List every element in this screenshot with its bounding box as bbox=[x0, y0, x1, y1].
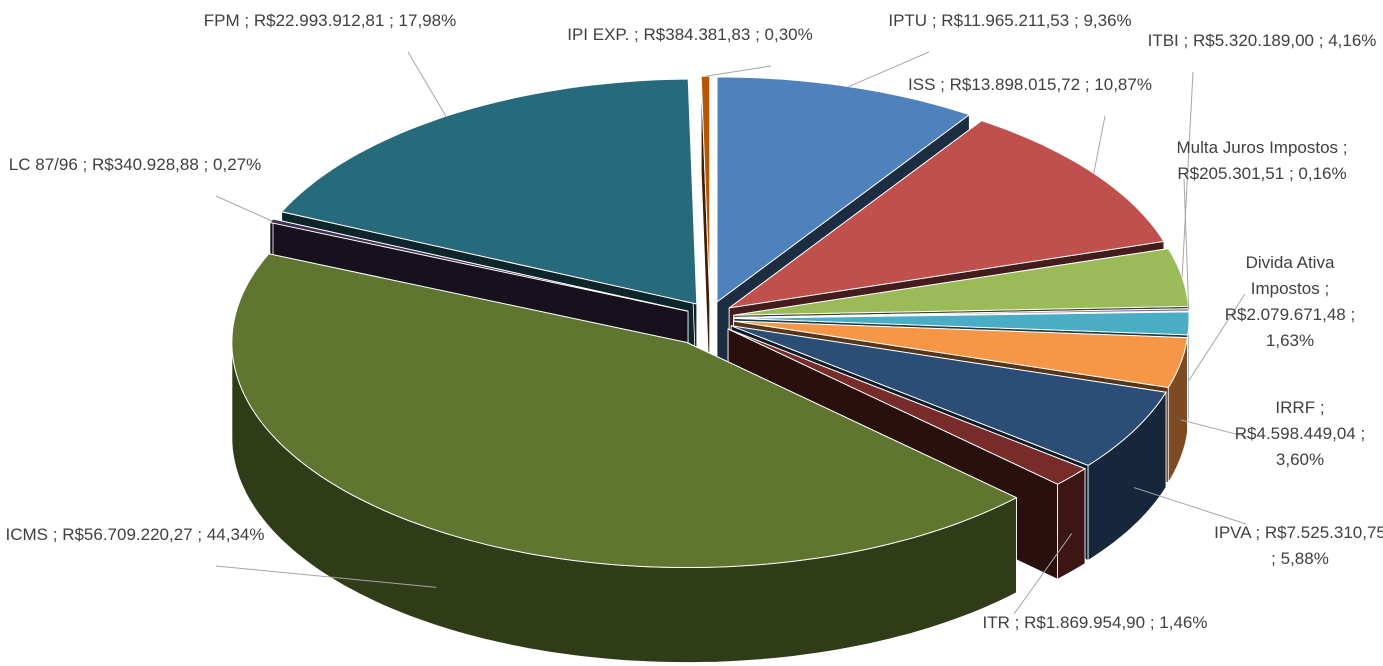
label-percent: 9,36% bbox=[1083, 11, 1132, 30]
label-value: R$205.301,51 bbox=[1177, 164, 1285, 183]
leader-line bbox=[1181, 71, 1194, 278]
label-name: ICMS bbox=[5, 525, 48, 544]
label-sep: ; bbox=[1318, 31, 1324, 50]
label-percent: 0,27% bbox=[213, 155, 262, 174]
slice-top bbox=[231, 253, 1018, 568]
leader-line bbox=[1188, 293, 1246, 381]
label-percent: 44,34% bbox=[206, 525, 265, 544]
label-percent: 1,63% bbox=[1265, 331, 1315, 350]
data-label: IPVA ; R$7.525.310,75 ; 5,88% bbox=[1210, 520, 1383, 572]
leader-line bbox=[1180, 419, 1256, 440]
leader-line bbox=[407, 51, 447, 117]
label-sep: ; bbox=[940, 75, 945, 94]
data-label: IPI EXP. ; R$384.381,83 ; 0,30% bbox=[555, 22, 825, 48]
label-sep: ; bbox=[634, 25, 639, 44]
data-label: FPM ; R$22.993.912,81 ; 17,98% bbox=[200, 8, 460, 34]
label-sep: ; bbox=[931, 11, 937, 30]
label-name: LC 87/96 bbox=[8, 155, 78, 174]
leader-line bbox=[1183, 178, 1190, 310]
label-sep: ; bbox=[203, 155, 209, 174]
label-value: R$56.709.220,27 bbox=[62, 525, 193, 544]
label-sep: ; bbox=[389, 11, 394, 30]
label-name: FPM bbox=[203, 11, 240, 30]
label-name: Multa Juros Impostos bbox=[1176, 138, 1339, 157]
label-name: ITBI bbox=[1147, 31, 1179, 50]
leader-line bbox=[1133, 487, 1247, 525]
leader-line bbox=[705, 65, 772, 77]
label-sep: ; bbox=[1149, 613, 1155, 632]
data-label: IPTU ; R$11.965.211,53 ; 9,36% bbox=[875, 8, 1145, 34]
label-sep: ; bbox=[1350, 305, 1356, 324]
label-percent: 3,60% bbox=[1275, 450, 1325, 469]
label-sep: ; bbox=[755, 25, 760, 44]
slice-top bbox=[733, 311, 1190, 336]
label-name: IPTU bbox=[888, 11, 928, 30]
label-percent: 5,88% bbox=[1280, 549, 1329, 568]
data-label: IRRF ; R$4.598.449,04 ; 3,60% bbox=[1225, 395, 1375, 473]
label-value: R$2.079.671,48 bbox=[1224, 305, 1346, 324]
data-label: ICMS ; R$56.709.220,27 ; 44,34% bbox=[0, 522, 270, 548]
label-sep: ; bbox=[1288, 164, 1294, 183]
label-sep: ; bbox=[1342, 138, 1348, 157]
data-label: LC 87/96 ; R$340.928,88 ; 0,27% bbox=[0, 152, 270, 178]
label-value: R$384.381,83 bbox=[643, 25, 751, 44]
label-percent: 0,30% bbox=[764, 25, 813, 44]
leader-line bbox=[848, 51, 930, 88]
label-sep: ; bbox=[52, 525, 58, 544]
slice bbox=[231, 253, 1018, 663]
label-value: R$4.598.449,04 bbox=[1234, 424, 1356, 443]
label-sep: ; bbox=[244, 11, 250, 30]
label-sep: ; bbox=[1324, 279, 1330, 298]
label-sep: ; bbox=[82, 155, 88, 174]
label-sep: ; bbox=[1319, 398, 1325, 417]
slice-top bbox=[733, 320, 1188, 389]
slice-top bbox=[727, 328, 1087, 485]
label-percent: 4,16% bbox=[1328, 31, 1377, 50]
slice bbox=[700, 75, 711, 397]
label-value: R$7.525.310,75 bbox=[1264, 523, 1383, 542]
label-name: Divida Ativa Impostos bbox=[1245, 253, 1335, 298]
label-value: R$13.898.015,72 bbox=[949, 75, 1081, 94]
label-value: R$340.928,88 bbox=[91, 155, 199, 174]
leader-line bbox=[1093, 115, 1106, 174]
label-value: R$5.320.189,00 bbox=[1192, 31, 1314, 50]
slice-top bbox=[731, 325, 1167, 466]
label-name: ISS bbox=[908, 75, 936, 94]
label-sep: ; bbox=[1084, 75, 1090, 94]
data-label: Multa Juros Impostos ; R$205.301,51 ; 0,… bbox=[1132, 135, 1383, 187]
slice-top bbox=[733, 248, 1189, 316]
label-percent: 10,87% bbox=[1094, 75, 1152, 94]
label-name: IPI EXP. bbox=[567, 25, 630, 44]
slice-wall bbox=[1057, 467, 1086, 580]
label-sep: ; bbox=[197, 525, 203, 544]
label-value: R$11.965.211,53 bbox=[941, 11, 1070, 30]
label-value: R$1.869.954,90 bbox=[1024, 613, 1146, 632]
data-label: ITR ; R$1.869.954,90 ; 1,46% bbox=[960, 610, 1230, 636]
leader-line bbox=[215, 565, 437, 588]
label-sep: ; bbox=[1073, 11, 1079, 30]
label-sep: ; bbox=[1271, 549, 1276, 568]
leader-line bbox=[1013, 533, 1073, 615]
label-percent: 1,46% bbox=[1159, 613, 1208, 632]
data-label: Divida Ativa Impostos ; R$2.079.671,48 ;… bbox=[1215, 250, 1365, 354]
label-value: R$22.993.912,81 bbox=[253, 11, 385, 30]
label-sep: ; bbox=[1255, 523, 1261, 542]
leader-line bbox=[215, 195, 272, 222]
label-name: ITR bbox=[982, 613, 1010, 632]
label-percent: 17,98% bbox=[398, 11, 457, 30]
data-label: ITBI ; R$5.320.189,00 ; 4,16% bbox=[1147, 28, 1377, 54]
label-sep: ; bbox=[1183, 31, 1189, 50]
label-name: IPVA bbox=[1214, 523, 1251, 542]
label-percent: 0,16% bbox=[1298, 164, 1347, 183]
label-sep: ; bbox=[1014, 613, 1020, 632]
label-sep: ; bbox=[1360, 424, 1366, 443]
label-name: IRRF bbox=[1275, 398, 1316, 417]
data-label: ISS ; R$13.898.015,72 ; 10,87% bbox=[905, 72, 1155, 98]
